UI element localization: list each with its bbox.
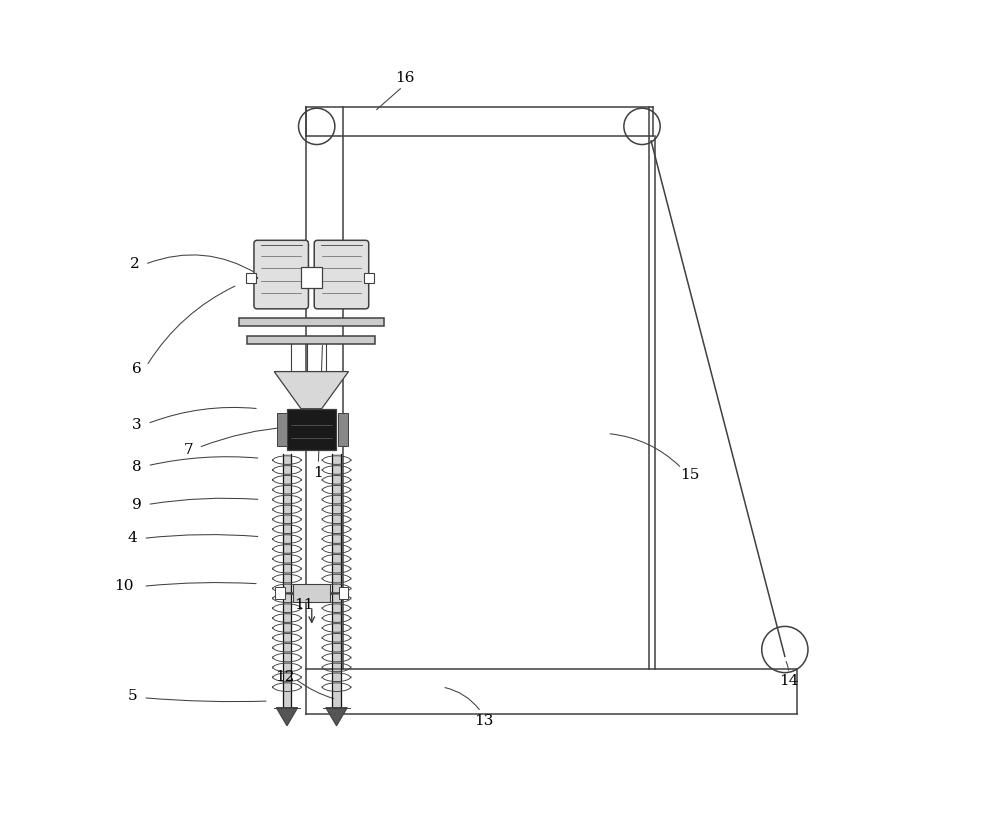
Text: 2: 2 <box>130 257 140 271</box>
Bar <box>339 587 348 599</box>
FancyBboxPatch shape <box>254 240 308 309</box>
Bar <box>293 584 330 602</box>
Text: 16: 16 <box>395 72 415 85</box>
Text: 13: 13 <box>474 714 493 728</box>
Polygon shape <box>276 707 298 726</box>
Bar <box>338 413 348 446</box>
Bar <box>275 587 285 599</box>
Text: 11: 11 <box>294 598 313 612</box>
Bar <box>277 413 287 446</box>
Text: 8: 8 <box>132 460 142 474</box>
Bar <box>246 273 256 283</box>
Text: 4: 4 <box>128 531 137 545</box>
Polygon shape <box>274 372 348 409</box>
Bar <box>247 336 375 344</box>
Text: 6: 6 <box>132 362 142 376</box>
Text: 15: 15 <box>680 468 700 482</box>
Bar <box>283 455 291 707</box>
Bar <box>364 273 374 283</box>
Text: 1: 1 <box>313 466 323 480</box>
Text: 3: 3 <box>132 419 142 432</box>
Bar <box>239 318 384 326</box>
Text: 10: 10 <box>115 580 134 593</box>
Bar <box>301 267 322 289</box>
Text: 12: 12 <box>276 670 295 684</box>
Text: 14: 14 <box>779 674 799 688</box>
Text: 9: 9 <box>132 499 142 512</box>
Text: 7: 7 <box>184 443 194 457</box>
Polygon shape <box>326 707 347 726</box>
Bar <box>332 455 341 707</box>
Bar <box>287 409 336 450</box>
FancyBboxPatch shape <box>314 240 369 309</box>
Text: 5: 5 <box>128 689 137 703</box>
